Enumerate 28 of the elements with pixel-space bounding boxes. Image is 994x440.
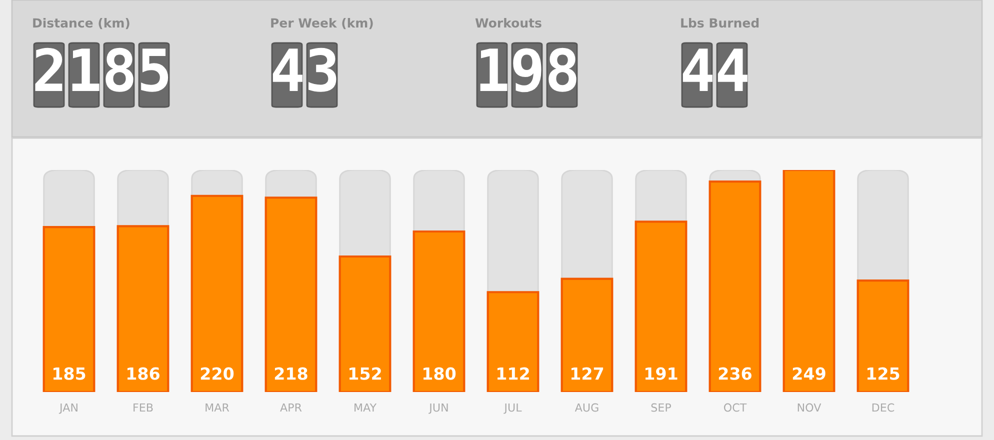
x-tick-label: FEB — [134, 403, 153, 412]
data-label: 236 — [718, 367, 752, 380]
x-tick-label: MAR — [206, 403, 230, 412]
x-tick-label: JUL — [504, 403, 522, 414]
x-tick-label: JAN — [58, 403, 78, 414]
x-tick-label: DEC — [872, 403, 894, 412]
data-label: 249 — [792, 367, 826, 380]
data-label: 180 — [423, 367, 456, 380]
text: Per Week (km) — [271, 18, 373, 30]
data-label: 127 — [571, 367, 604, 380]
data-label: 152 — [349, 367, 381, 380]
data-label: 186 — [127, 367, 160, 380]
text: Lbs Burned — [681, 18, 759, 28]
data-label: 112 — [497, 367, 529, 380]
data-label: 218 — [274, 367, 308, 380]
x-tick-label: SEP — [651, 403, 672, 412]
data-label: 185 — [53, 367, 86, 380]
x-tick-label: MAY — [354, 403, 377, 412]
x-tick-label: NOV — [798, 403, 822, 412]
text: Workouts — [475, 18, 542, 28]
text: Distance (km) — [33, 18, 130, 30]
x-tick-label: APR — [280, 403, 302, 412]
data-label: 125 — [867, 367, 900, 380]
data-label: 220 — [200, 367, 234, 380]
x-tick-label: AUG — [574, 403, 598, 412]
x-tick-label: JUN — [428, 403, 448, 414]
x-tick-label: OCT — [724, 403, 747, 412]
data-label: 191 — [645, 367, 678, 380]
